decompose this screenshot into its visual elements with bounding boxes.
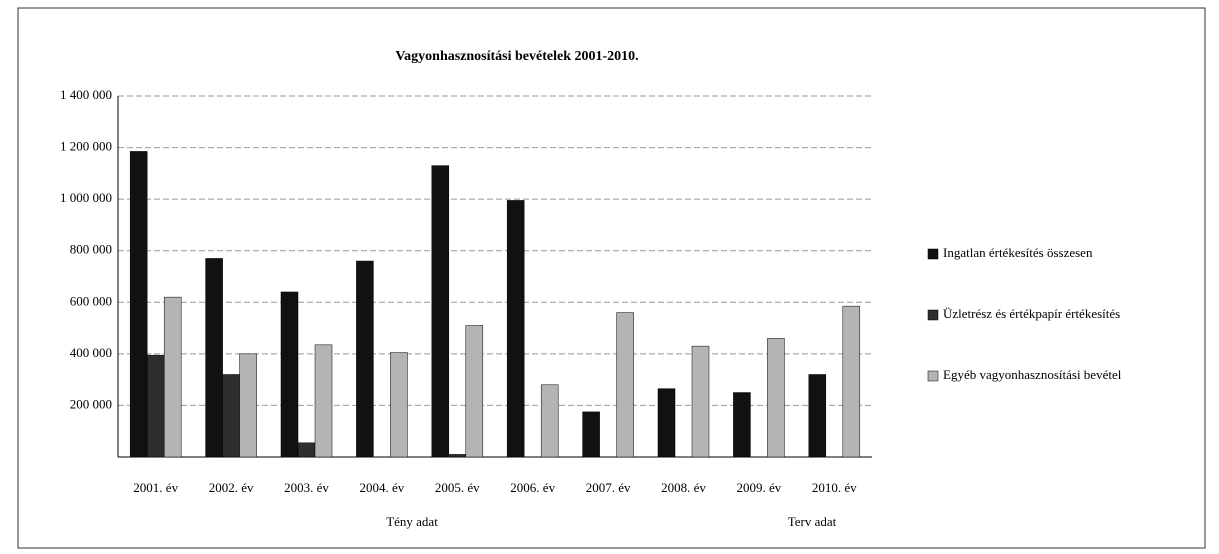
bar (297, 442, 316, 458)
chart-frame (17, 7, 1206, 549)
bar (129, 151, 148, 458)
bar (582, 411, 600, 458)
bar (842, 305, 861, 458)
annotation: Tény adat (386, 514, 438, 529)
x-tick-label: 2005. év (435, 480, 480, 495)
bar (733, 392, 751, 458)
y-tick-label: 800 000 (70, 242, 112, 257)
bar (506, 200, 525, 458)
legend-label: Üzletrész és értékpapír értékesítés (943, 306, 1120, 321)
bar (314, 344, 333, 458)
bar (205, 258, 223, 458)
y-tick-label: 400 000 (70, 345, 112, 360)
x-tick-label: 2010. év (812, 480, 857, 495)
bar (239, 353, 257, 458)
chart-title: Vagyonhasznosítási bevételek 2001-2010. (395, 49, 638, 64)
annotation: Terv adat (788, 514, 837, 529)
legend-swatch (927, 309, 939, 321)
bar (390, 352, 408, 458)
x-tick-label: 2002. év (209, 480, 254, 495)
bar (431, 165, 450, 458)
bar (540, 384, 559, 458)
bar (465, 325, 484, 458)
x-tick-label: 2006. év (510, 480, 555, 495)
bar (808, 374, 827, 458)
x-tick-label: 2009. év (737, 480, 782, 495)
bar (222, 374, 240, 458)
legend-swatch (927, 248, 939, 260)
bar (146, 354, 165, 458)
bar (691, 345, 710, 458)
bar (280, 291, 299, 458)
x-tick-label: 2001. év (133, 480, 178, 495)
bar (448, 454, 467, 458)
bar (657, 388, 676, 458)
y-tick-label: 600 000 (70, 293, 112, 308)
bar (616, 312, 634, 458)
legend-label: Egyéb vagyonhasznosítási bevétel (943, 367, 1122, 382)
legend-label: Ingatlan értékesítés összesen (943, 245, 1093, 260)
bar (163, 296, 182, 458)
x-tick-label: 2003. év (284, 480, 329, 495)
y-tick-label: 1 000 000 (60, 190, 112, 205)
y-tick-label: 1 400 000 (60, 87, 112, 102)
legend-swatch (927, 370, 939, 382)
y-tick-label: 200 000 (70, 396, 112, 411)
x-tick-label: 2008. év (661, 480, 706, 495)
bar (767, 338, 785, 458)
x-tick-label: 2004. év (360, 480, 405, 495)
bar (356, 260, 374, 458)
y-tick-label: 1 200 000 (60, 139, 112, 154)
x-tick-label: 2007. év (586, 480, 631, 495)
